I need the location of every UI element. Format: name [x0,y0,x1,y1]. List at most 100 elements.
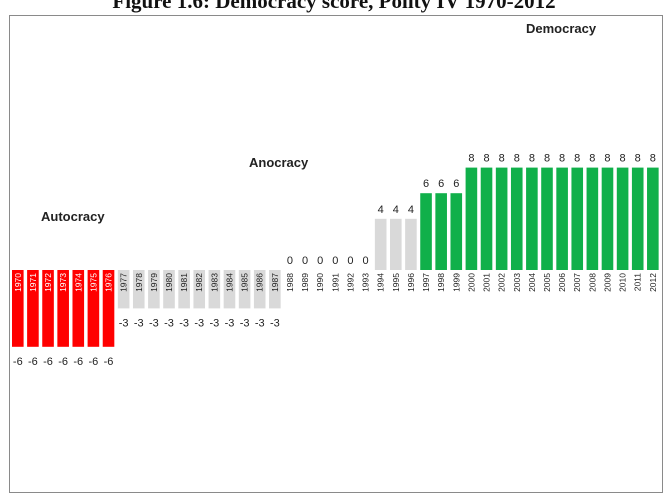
tick-label-1997: 1997 [421,273,431,292]
data-label-1992: 0 [347,255,353,267]
bar-1983 [208,270,221,309]
data-label-2010: 8 [620,153,626,165]
tick-label-1992: 1992 [345,273,355,292]
bar-1987 [269,270,281,309]
tick-label-1982: 1982 [194,273,204,292]
data-label-1985: -3 [240,317,250,329]
data-label-1997: 6 [423,178,429,190]
data-label-1973: -6 [58,356,68,368]
tick-label-1985: 1985 [240,273,250,292]
data-label-1986: -3 [255,317,265,329]
data-label-2003: 8 [514,153,520,165]
data-label-1977: -3 [119,317,129,329]
data-label-1989: 0 [302,255,308,267]
tick-label-1986: 1986 [255,273,265,292]
tick-label-1973: 1973 [58,273,68,292]
tick-label-2007: 2007 [572,273,582,292]
bar-1976 [102,270,115,347]
bar-2010 [616,167,629,270]
bar-2011 [631,167,644,270]
data-label-1988: 0 [287,255,293,267]
bar-1980 [163,270,175,309]
tick-label-1983: 1983 [209,273,219,292]
data-label-1999: 6 [453,178,459,190]
bar-1977 [117,270,130,309]
bar-1986 [253,270,266,309]
tick-label-1993: 1993 [361,273,371,292]
autocracy-label: Autocracy [41,209,105,224]
bar-2006 [556,167,568,270]
tick-label-1970: 1970 [13,273,23,292]
bar-2000 [465,167,478,270]
tick-label-1991: 1991 [330,273,340,292]
bar-2012 [647,167,659,270]
tick-label-2006: 2006 [557,273,567,292]
data-label-1993: 0 [362,255,368,267]
data-label-2009: 8 [604,153,610,165]
bar-1972 [42,270,54,347]
tick-label-2011: 2011 [633,273,643,292]
bar-1985 [238,270,251,309]
tick-label-2009: 2009 [602,273,612,292]
data-label-1972: -6 [43,356,53,368]
tick-label-1996: 1996 [406,273,416,292]
data-label-1970: -6 [13,356,23,368]
data-label-1979: -3 [149,317,159,329]
bar-1995 [390,218,402,270]
bar-2001 [480,167,493,270]
data-label-2012: 8 [650,153,656,165]
anocracy-label: Anocracy [249,155,309,170]
data-label-1971: -6 [28,356,38,368]
data-label-1996: 4 [408,204,414,216]
tick-label-1995: 1995 [391,273,401,292]
democracy-label: Democracy [526,21,597,36]
bar-2005 [541,167,553,270]
chart-title: Figure 1.6: Democracy score, Polity IV 1… [112,0,556,13]
tick-label-1975: 1975 [88,273,98,292]
data-label-2004: 8 [529,153,535,165]
data-label-2006: 8 [559,153,565,165]
data-label-1983: -3 [209,317,219,329]
tick-label-1980: 1980 [164,273,174,292]
tick-label-2012: 2012 [648,273,658,292]
tick-label-1972: 1972 [43,273,53,292]
tick-label-2005: 2005 [542,273,552,292]
data-label-1981: -3 [179,317,189,329]
bar-1973 [57,270,69,347]
bar-2003 [510,167,523,270]
tick-label-2008: 2008 [587,273,597,292]
tick-label-2010: 2010 [618,273,628,292]
bar-1979 [148,270,160,309]
tick-label-1984: 1984 [224,273,234,292]
bar-1978 [132,270,145,309]
tick-label-1976: 1976 [104,273,114,292]
data-label-2011: 8 [635,153,641,165]
data-label-2008: 8 [589,153,595,165]
tick-label-2000: 2000 [466,273,476,292]
tick-label-1979: 1979 [149,273,159,292]
tick-label-1987: 1987 [270,273,280,292]
bar-1999 [450,193,463,270]
tick-label-2003: 2003 [512,273,522,292]
data-label-1995: 4 [393,204,399,216]
bar-1971 [27,270,39,347]
tick-label-1981: 1981 [179,273,189,292]
data-label-2001: 8 [483,153,489,165]
data-label-2007: 8 [574,153,580,165]
bar-1984 [223,270,236,309]
data-label-1978: -3 [134,317,144,329]
data-label-1980: -3 [164,317,174,329]
chart-frame: 1970 -6 1971 -6 1972 -6 1973 -6 1974 -6 1975 -6 1976… [9,15,663,493]
tick-label-1974: 1974 [73,273,83,292]
tick-label-1988: 1988 [285,273,295,292]
bar-2008 [586,167,599,270]
bar-2007 [571,167,584,270]
tick-label-1990: 1990 [315,273,325,292]
tick-label-1994: 1994 [376,273,386,292]
tick-label-2001: 2001 [482,273,492,292]
bar-1994 [374,218,387,270]
bar-1997 [420,193,432,270]
data-label-1976: -6 [104,356,114,368]
bar-1982 [193,270,206,309]
bar-2009 [601,167,614,270]
